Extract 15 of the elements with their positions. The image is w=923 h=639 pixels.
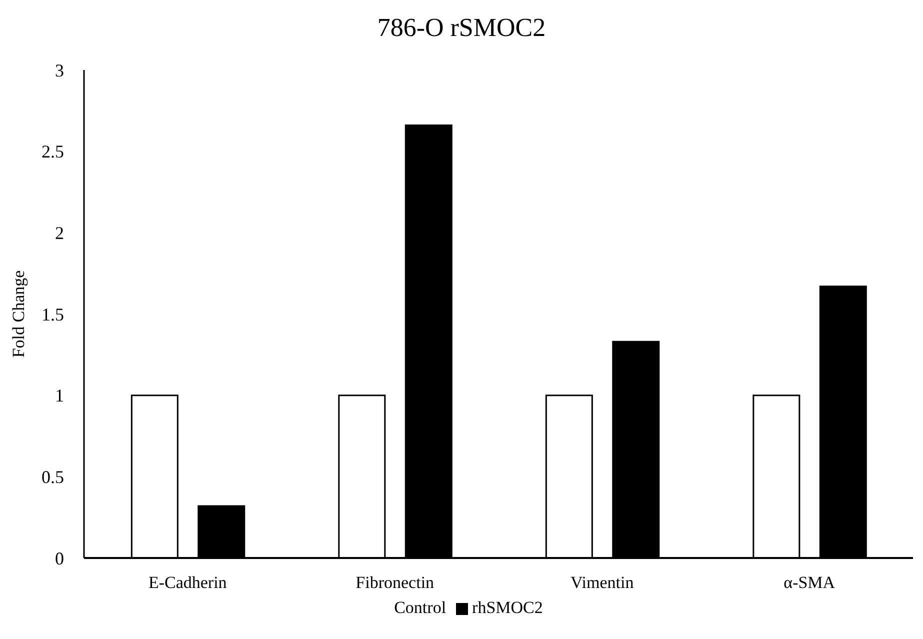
chart-title: 786-O rSMOC2 (376, 12, 547, 44)
y-tick-label: 2.5 (42, 142, 64, 162)
legend-label: rhSMOC2 (472, 598, 543, 617)
y-axis-title: Fold Change (9, 270, 28, 358)
x-tick-label: E-Cadherin (148, 573, 228, 592)
y-tick-label: 0.5 (42, 467, 64, 488)
x-tick-label: α-SMA (784, 573, 836, 592)
text: Control (394, 598, 446, 617)
y-tick-label: 2 (55, 223, 64, 244)
y-tick-label: 1 (55, 386, 64, 406)
x-tick-label: Fibronectin (356, 573, 435, 592)
y-tick-label: 1.5 (42, 304, 64, 324)
x-tick-label: Vimentin (570, 573, 634, 592)
y-tick-label: 3 (55, 60, 64, 80)
y-tick-label: 0 (55, 548, 64, 568)
